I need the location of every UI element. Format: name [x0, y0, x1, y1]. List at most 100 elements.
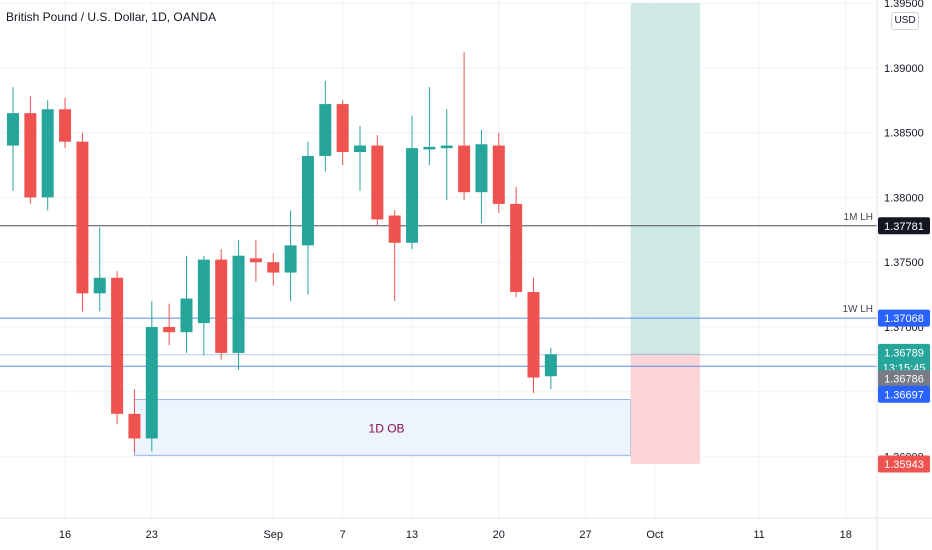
candle — [527, 277, 540, 394]
horizontal-line-label: 1W LH — [842, 304, 873, 315]
x-tick-label: 27 — [579, 529, 591, 541]
candle — [458, 52, 471, 200]
candle-body — [128, 413, 141, 439]
candle-body — [544, 354, 557, 377]
price-label: 1.37068 — [878, 309, 930, 327]
y-tick-label: 1.38500 — [884, 128, 924, 140]
candle — [111, 271, 124, 425]
price-label: 1.36786 — [878, 370, 930, 388]
candle — [180, 255, 193, 353]
candle-body — [475, 144, 488, 193]
candle — [510, 187, 523, 298]
horizontal-line-label: 1M LH — [844, 212, 873, 223]
y-tick-label: 1.37500 — [884, 257, 924, 269]
order-block-zone — [133, 399, 632, 456]
candle-body — [440, 145, 453, 149]
candle — [197, 255, 210, 356]
candle-body — [301, 155, 314, 246]
candle — [371, 135, 384, 226]
stop-zone — [630, 354, 701, 464]
x-tick-label: 13 — [406, 529, 418, 541]
target-zone — [630, 3, 701, 355]
candle-body — [232, 255, 245, 353]
candle-body — [215, 259, 228, 353]
candle — [24, 96, 37, 204]
candle-body — [458, 145, 471, 193]
x-tick-label: 16 — [59, 529, 71, 541]
price-labels-layer: 1.377811.370681.3678913:15:451.367861.36… — [878, 217, 930, 473]
candle — [59, 97, 72, 149]
candle — [492, 132, 505, 213]
y-tick-label: 1.39500 — [884, 0, 924, 10]
candle — [406, 115, 419, 250]
candle — [440, 109, 453, 200]
y-tick-label: 1.38000 — [884, 192, 924, 204]
candle-body — [7, 113, 19, 146]
candle — [163, 303, 176, 346]
candle-body — [388, 215, 401, 243]
candle — [336, 100, 349, 165]
candle-body — [336, 104, 349, 153]
price-label-text: 1.37781 — [884, 221, 924, 233]
candle — [423, 87, 436, 165]
candle-body — [527, 292, 540, 378]
candle-body — [267, 262, 280, 273]
x-tick-label: 11 — [753, 529, 764, 541]
price-label-text: 1.37068 — [884, 313, 924, 325]
candle — [128, 389, 141, 453]
candle — [388, 210, 401, 302]
candle — [544, 347, 557, 390]
candle-body — [197, 259, 210, 324]
zones-layer: 1D OB — [133, 3, 701, 464]
candle — [267, 253, 280, 286]
candle — [232, 240, 245, 370]
candle-body — [111, 277, 124, 414]
candle-body — [163, 327, 176, 333]
price-label-text: 1.35943 — [884, 459, 924, 471]
x-tick-label: 23 — [146, 529, 158, 541]
candle-body — [93, 277, 106, 294]
candle — [7, 87, 19, 191]
horizontal-lines-layer: 1M LH 1W LH — [0, 212, 877, 367]
order-block-label: 1D OB — [369, 421, 405, 435]
price-label-bg — [878, 217, 930, 235]
candle-body — [76, 141, 89, 294]
candle-body — [59, 109, 72, 142]
currency-button[interactable]: USD — [891, 12, 919, 30]
price-label-text: 1.36789 — [884, 347, 924, 359]
candles-layer — [7, 52, 557, 453]
candle — [249, 240, 262, 282]
candle-body — [249, 258, 262, 263]
x-tick-label: Sep — [263, 529, 283, 541]
candle — [145, 301, 158, 452]
price-label: 1.37781 — [878, 217, 930, 235]
candle-body — [406, 148, 419, 243]
y-tick-label: 1.39000 — [884, 63, 924, 75]
candle-body — [24, 113, 37, 198]
candle-body — [319, 104, 332, 156]
candle-body — [284, 245, 297, 273]
price-label-text: 1.36786 — [884, 374, 924, 386]
price-label-text: 1.36697 — [884, 389, 924, 401]
price-label-bg — [878, 309, 930, 327]
x-tick-label: 7 — [340, 529, 346, 541]
candle — [215, 249, 228, 360]
candle-body — [354, 145, 366, 153]
price-label-bg — [878, 385, 930, 403]
chart-title: British Pound / U.S. Dollar, 1D, OANDA — [6, 10, 217, 24]
candle-body — [492, 145, 505, 204]
x-tick-label: 18 — [840, 529, 852, 541]
candle-body — [510, 203, 523, 293]
x-tick-label: 20 — [493, 529, 505, 541]
candle-body — [423, 146, 436, 150]
price-label: 1.36697 — [878, 385, 930, 403]
candle-body — [180, 298, 193, 333]
price-label-bg — [878, 343, 930, 376]
price-label-bg — [878, 370, 930, 388]
x-tick-label: Oct — [646, 529, 663, 541]
candle — [41, 100, 54, 211]
candle — [284, 210, 297, 302]
candle — [354, 126, 366, 191]
